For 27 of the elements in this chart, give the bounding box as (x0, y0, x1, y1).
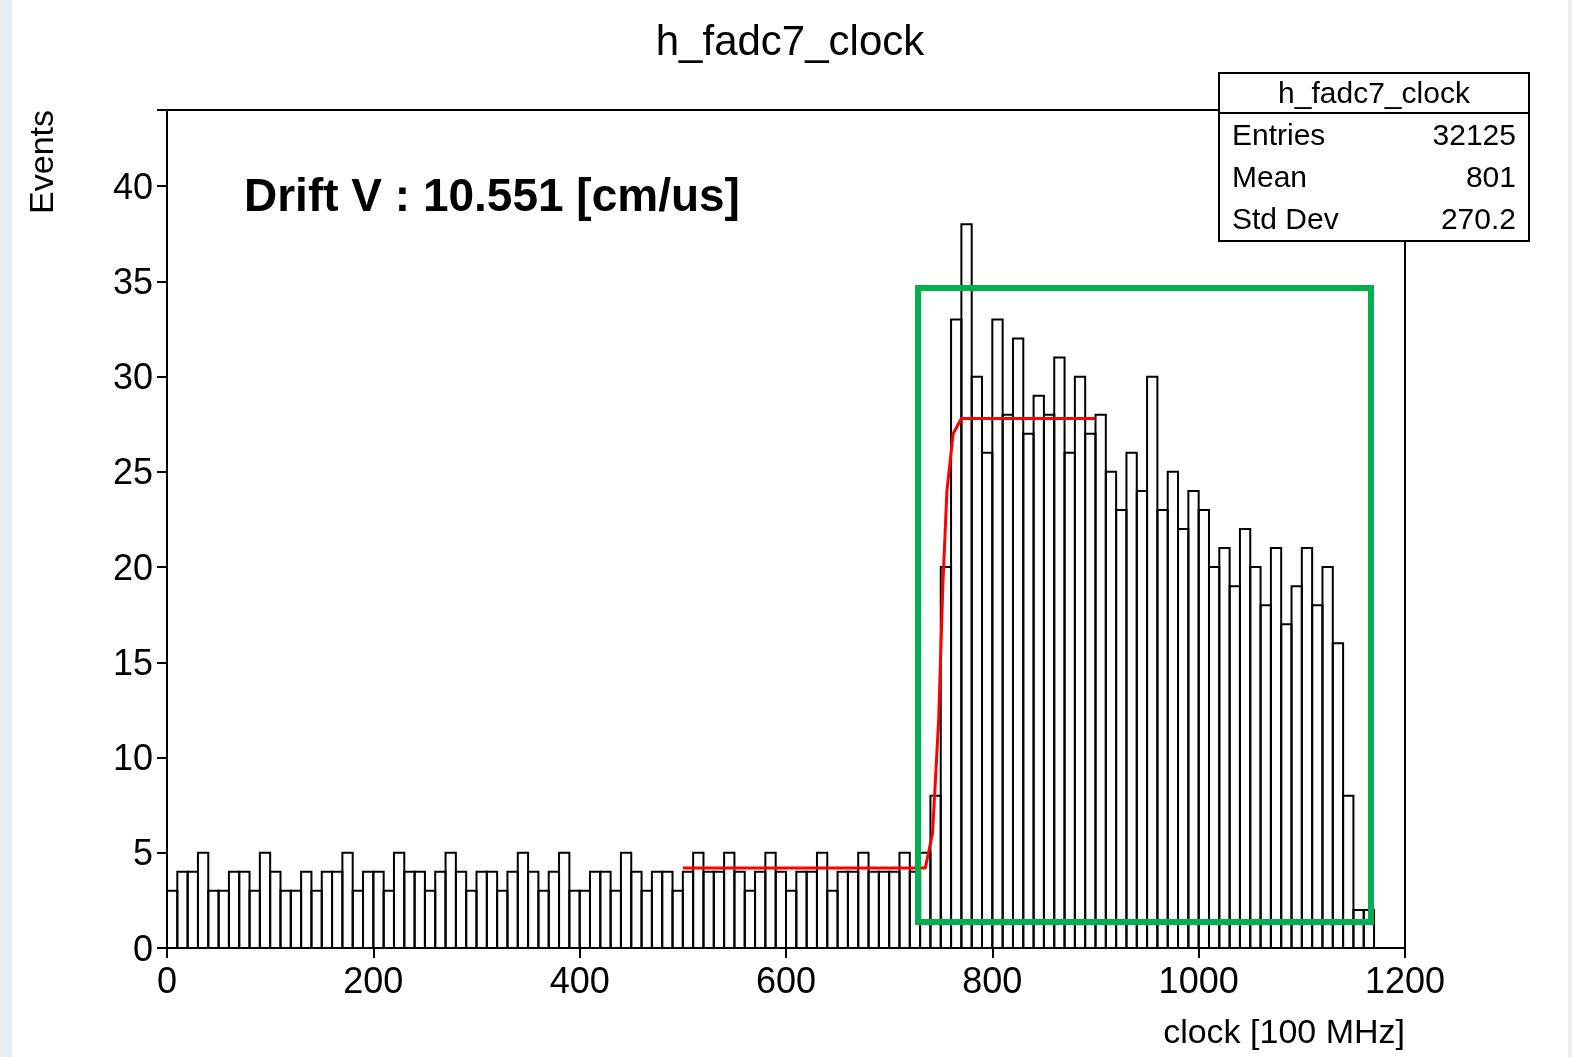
y-tick-label: 20 (112, 546, 153, 588)
annotation: Entries (1232, 117, 1326, 153)
x-tick-label: 1000 (1158, 959, 1239, 1001)
y-axis-title: Events (22, 110, 61, 214)
y-tick-label: 0 (132, 927, 153, 969)
y-tick-label: 5 (132, 832, 153, 874)
y-tick-label: 35 (112, 260, 153, 302)
text: 270.2 (1440, 201, 1516, 237)
text: h_fadc7_clock (1220, 74, 1528, 114)
x-tick-label: 800 (962, 959, 1023, 1001)
x-axis-title: clock [100 MHz] (1163, 1012, 1405, 1051)
x-tick-label: 600 (755, 959, 817, 1001)
text: 801 (1465, 159, 1516, 195)
chart-title: h_fadc7_clock (655, 16, 926, 64)
x-tick-label: 400 (549, 959, 610, 1001)
y-tick-label: 15 (112, 641, 153, 683)
line-series (681, 417, 1097, 870)
y-tick-label: 30 (112, 356, 153, 398)
text: 32125 (1432, 117, 1516, 153)
y-tick-label: 40 (112, 165, 153, 207)
y-tick-label: 10 (112, 737, 153, 779)
x-tick-label: 200 (343, 959, 404, 1001)
annotation: Std Dev (1232, 201, 1339, 237)
x-tick-label: 1200 (1364, 959, 1446, 1001)
y-tick-label: 25 (112, 451, 153, 493)
annotation: Mean (1232, 159, 1308, 195)
annotation: Drift V : 10.551 [cm/us] (244, 168, 740, 222)
